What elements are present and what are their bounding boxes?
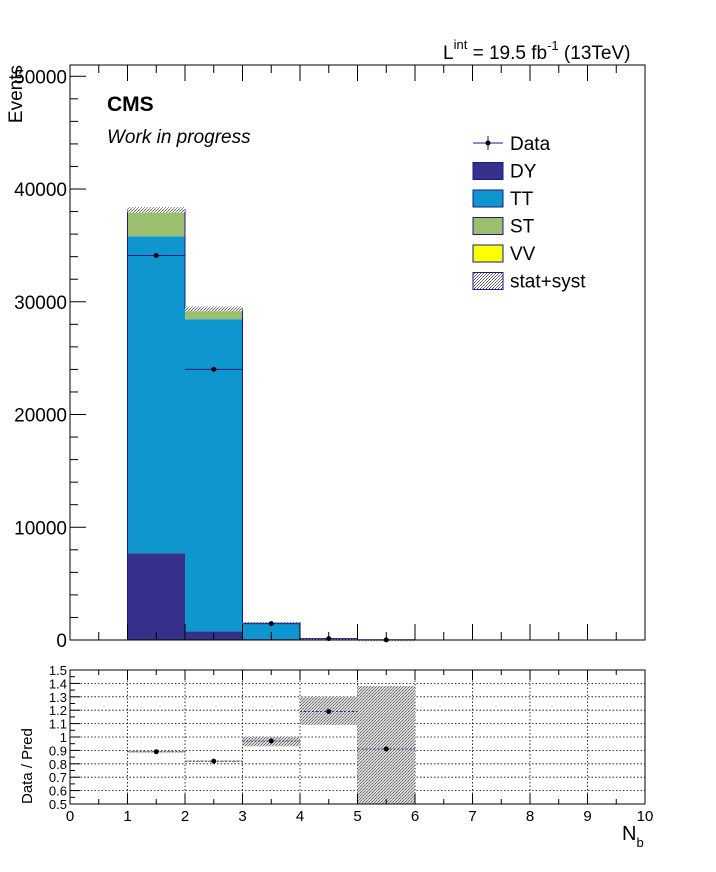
x-tick-label: 9 xyxy=(583,808,591,825)
ratio-point-bin1 xyxy=(153,749,159,755)
ratio-point-bin4 xyxy=(326,709,332,715)
legend-label: VV xyxy=(510,244,536,265)
legend-item-vv: VV xyxy=(472,244,536,265)
ratio-y-tick-label: 0.8 xyxy=(49,757,67,772)
legend-swatch xyxy=(472,189,504,208)
ratio-y-tick-label: 1.3 xyxy=(49,690,67,705)
legend-item-data: Data xyxy=(473,134,551,155)
legend-item-st: ST xyxy=(472,217,535,238)
legend-swatch xyxy=(472,162,504,180)
legend-swatch xyxy=(472,217,504,235)
x-tick-label: 6 xyxy=(411,808,419,825)
x-tick-label: 0 xyxy=(66,808,74,825)
ratio-y-tick-label: 0.5 xyxy=(49,797,67,812)
data-point-bin3 xyxy=(268,621,274,627)
ratio-y-tick-label: 1.2 xyxy=(49,703,67,718)
x-tick-label: 7 xyxy=(468,808,476,825)
legend-label: stat+syst xyxy=(510,272,586,293)
legend-swatch xyxy=(472,244,504,263)
ratio-ticks xyxy=(69,669,646,805)
legend-label: DY xyxy=(510,162,537,183)
ratio-uncertainty-band xyxy=(127,686,415,804)
ratio-y-tick-labels: 0.50.60.70.80.911.11.21.31.41.5 xyxy=(49,663,67,812)
experiment-label: CMS xyxy=(107,93,154,116)
ratio-point-bin2 xyxy=(211,758,217,764)
x-tick-label: 1 xyxy=(123,808,131,825)
x-axis-label: Nb xyxy=(622,823,644,850)
data-point-bin1 xyxy=(153,253,159,259)
x-tick-label: 5 xyxy=(353,808,361,825)
y-tick-label: 50000 xyxy=(14,67,67,88)
data-point-bin2 xyxy=(211,366,217,372)
ratio-y-tick-label: 0.7 xyxy=(49,770,67,785)
y-tick-label: 20000 xyxy=(14,406,67,427)
x-tick-label: 10 xyxy=(637,808,654,825)
x-tick-label: 4 xyxy=(296,808,304,825)
legend-marker-dot xyxy=(485,140,491,146)
y-tick-label: 0 xyxy=(56,631,67,652)
bar-tt-bin3 xyxy=(242,623,300,640)
ratio-y-tick-label: 1.5 xyxy=(49,663,67,678)
x-tick-label: 3 xyxy=(238,808,246,825)
status-label: Work in progress xyxy=(107,127,251,148)
ratio-point-bin5 xyxy=(383,746,389,752)
ratio-band-bin5 xyxy=(357,686,415,804)
main-plot-panel: 0 10000 20000 30000 40000 50000 Events CMS Wo… xyxy=(6,64,646,652)
main-plot-ticks xyxy=(69,65,646,641)
y-tick-label: 10000 xyxy=(14,518,67,539)
ratio-y-tick-label: 1.1 xyxy=(49,717,67,732)
ratio-y-tick-label: 0.6 xyxy=(49,784,67,799)
lumi-label: Lint = 19.5 fb-1 (13TeV) xyxy=(443,37,630,64)
x-tick-labels: 0 1 2 3 4 5 6 7 8 9 10 xyxy=(66,808,654,825)
legend-label: ST xyxy=(510,217,535,238)
legend: Data DY TT ST VV stat+syst xyxy=(472,134,586,293)
y-tick-label: 40000 xyxy=(14,180,67,201)
bar-tt-bin1 xyxy=(127,236,185,554)
x-tick-label: 8 xyxy=(526,808,534,825)
legend-label: Data xyxy=(510,134,551,155)
ratio-y-axis-label: Data / Pred xyxy=(19,728,36,804)
legend-item-tt: TT xyxy=(472,189,534,210)
unc-bin1 xyxy=(127,207,185,213)
bar-st-bin1 xyxy=(127,210,185,237)
ratio-y-tick-label: 1.4 xyxy=(49,676,67,691)
ratio-points xyxy=(127,709,415,764)
ratio-y-tick-label: 0.9 xyxy=(49,743,67,758)
main-y-tick-labels: 0 10000 20000 30000 40000 50000 xyxy=(14,67,67,652)
stacked-histogram xyxy=(127,209,416,641)
y-tick-label: 30000 xyxy=(14,293,67,314)
ratio-y-tick-label: 1 xyxy=(60,730,67,745)
legend-swatch xyxy=(472,272,504,290)
legend-item-dy: DY xyxy=(472,162,537,183)
bar-tt-bin2 xyxy=(185,319,243,632)
legend-item-stat-syst: stat+syst xyxy=(472,272,586,293)
bar-st-bin2 xyxy=(185,309,243,320)
legend-label: TT xyxy=(510,189,534,210)
y-axis-label: Events xyxy=(6,65,27,123)
bar-dy-bin1 xyxy=(127,553,185,640)
ratio-point-bin3 xyxy=(268,738,274,744)
unc-bin2 xyxy=(185,306,243,312)
x-tick-label: 2 xyxy=(181,808,189,825)
